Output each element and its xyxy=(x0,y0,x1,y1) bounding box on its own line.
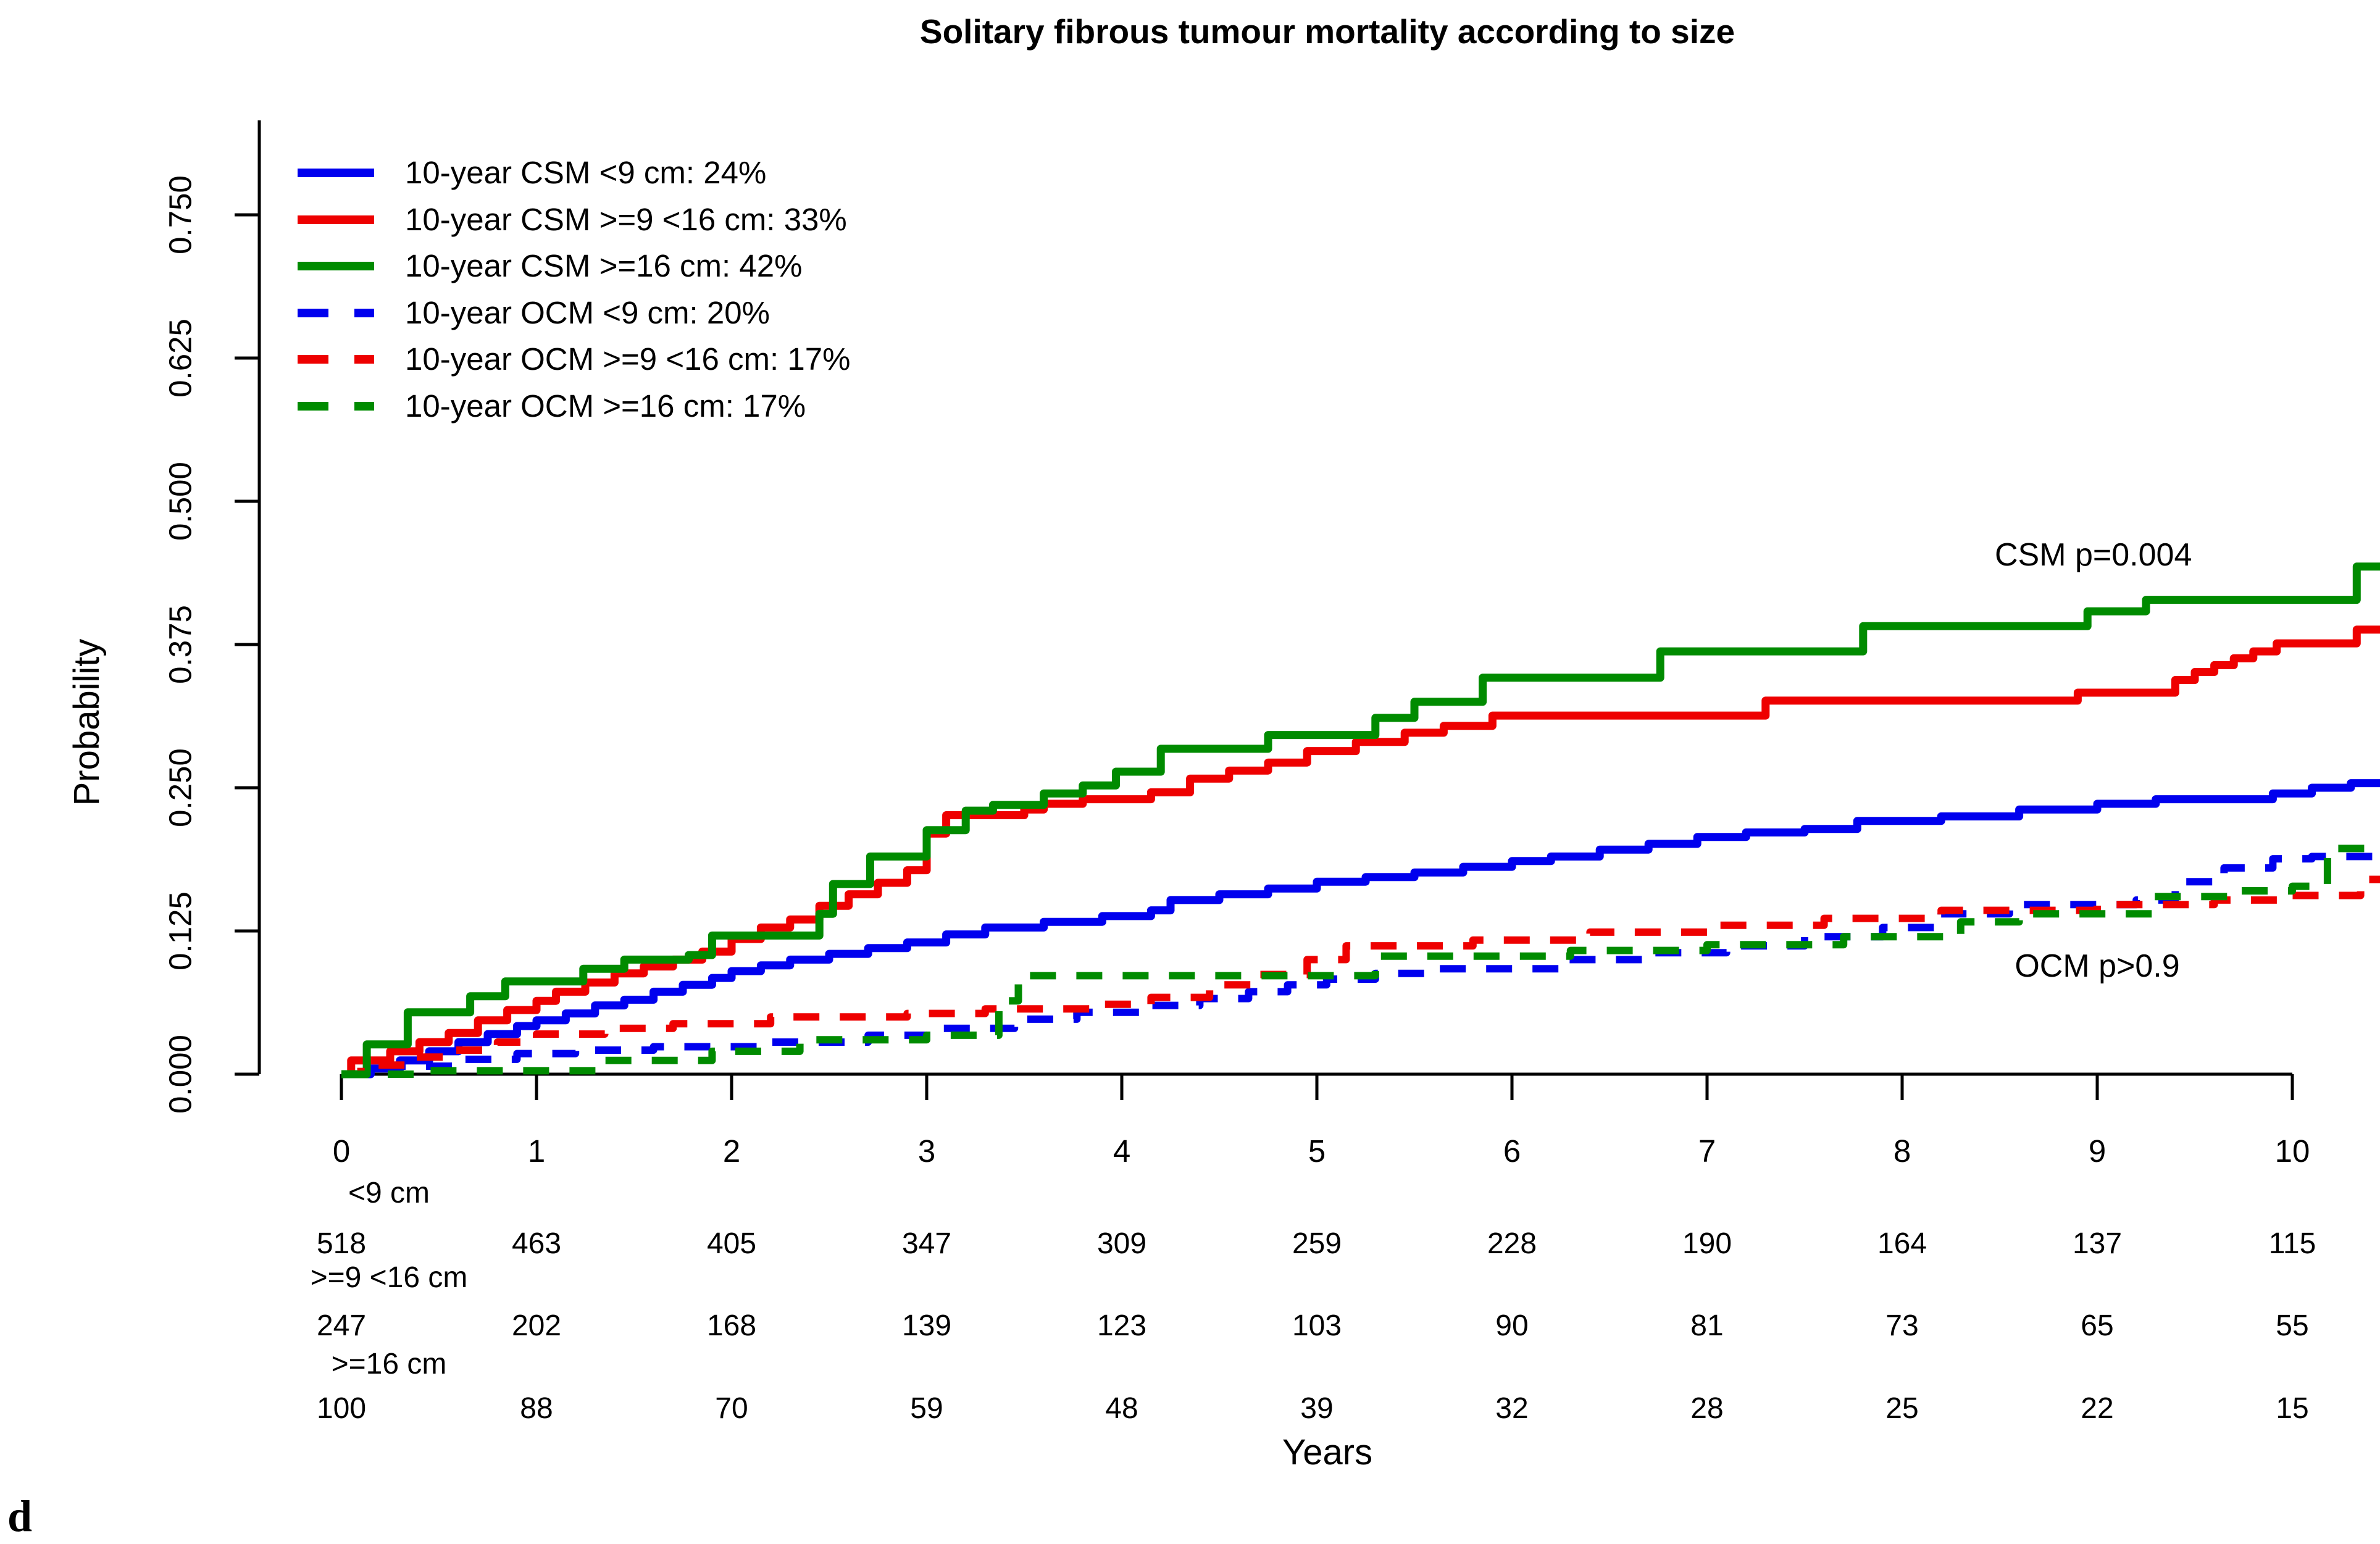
risk-group-label: >=9 <16 cm xyxy=(311,1261,468,1294)
curve-ocm-4 xyxy=(341,875,2380,1078)
risk-count: 115 xyxy=(2269,1227,2316,1260)
risk-count: 168 xyxy=(707,1309,756,1342)
risk-count: 463 xyxy=(512,1227,561,1260)
risk-count: 123 xyxy=(1097,1309,1146,1342)
panel-letter: d xyxy=(7,1492,32,1541)
risk-count: 32 xyxy=(1495,1392,1528,1425)
p-value-annotation: CSM p=0.004 xyxy=(1995,537,2192,573)
x-tick-label: 7 xyxy=(1698,1133,1716,1169)
legend-label: 10-year OCM >=9 <16 cm: 17% xyxy=(405,341,850,377)
x-tick-label: 1 xyxy=(528,1133,545,1169)
x-tick-label: 6 xyxy=(1503,1133,1521,1169)
p-value-annotation: OCM p>0.9 xyxy=(2015,948,2179,984)
risk-count: 70 xyxy=(715,1392,748,1425)
risk-count: 81 xyxy=(1690,1309,1723,1342)
risk-group-label: >=16 cm xyxy=(332,1348,447,1380)
legend-label: 10-year OCM >=16 cm: 17% xyxy=(405,388,806,424)
curve-csm-1 xyxy=(341,625,2380,1079)
risk-count: 48 xyxy=(1105,1392,1138,1425)
legend-label: 10-year CSM <9 cm: 24% xyxy=(405,155,766,190)
legend-label: 10-year CSM >=9 <16 cm: 33% xyxy=(405,202,847,237)
risk-count: 347 xyxy=(902,1227,951,1260)
risk-count: 247 xyxy=(317,1309,366,1342)
risk-count: 59 xyxy=(910,1392,943,1425)
risk-count: 22 xyxy=(2081,1392,2113,1425)
risk-count: 25 xyxy=(1885,1392,1918,1425)
risk-count: 164 xyxy=(1877,1227,1927,1260)
risk-count: 139 xyxy=(902,1309,951,1342)
risk-count: 190 xyxy=(1682,1227,1732,1260)
x-tick-label: 5 xyxy=(1308,1133,1326,1169)
chart-title: Solitary fibrous tumour mortality accord… xyxy=(920,12,1735,51)
risk-count: 228 xyxy=(1487,1227,1537,1260)
risk-count: 90 xyxy=(1495,1309,1528,1342)
x-tick-label: 4 xyxy=(1113,1133,1130,1169)
y-tick-label: 0.375 xyxy=(163,605,198,684)
risk-count: 65 xyxy=(2081,1309,2113,1342)
risk-count: 137 xyxy=(2073,1227,2122,1260)
risk-count: 73 xyxy=(1885,1309,1918,1342)
risk-count: 405 xyxy=(707,1227,756,1260)
y-tick-label: 0.750 xyxy=(163,175,198,254)
y-tick-label: 0.500 xyxy=(163,462,198,541)
y-tick-label: 0.625 xyxy=(163,319,198,398)
y-axis-title: Probability xyxy=(67,639,107,806)
x-tick-label: 2 xyxy=(723,1133,740,1169)
x-tick-label: 10 xyxy=(2275,1133,2310,1169)
y-tick-label: 0.250 xyxy=(163,748,198,827)
risk-group-label: <9 cm xyxy=(348,1177,430,1209)
risk-count: 39 xyxy=(1300,1392,1333,1425)
risk-count: 88 xyxy=(520,1392,553,1425)
legend-label: 10-year OCM <9 cm: 20% xyxy=(405,295,770,330)
curve-ocm-5 xyxy=(341,845,2380,1078)
risk-count: 28 xyxy=(1690,1392,1723,1425)
risk-count: 259 xyxy=(1292,1227,1342,1260)
risk-count: 202 xyxy=(512,1309,561,1342)
risk-count: 309 xyxy=(1097,1227,1146,1260)
y-tick-label: 0.000 xyxy=(163,1035,198,1114)
legend-label: 10-year CSM >=16 cm: 42% xyxy=(405,248,802,283)
x-axis-title: Years xyxy=(1282,1432,1372,1472)
x-tick-label: 3 xyxy=(918,1133,935,1169)
x-tick-label: 9 xyxy=(2089,1133,2106,1169)
risk-count: 15 xyxy=(2276,1392,2308,1425)
risk-count: 55 xyxy=(2276,1309,2308,1342)
curve-csm-0 xyxy=(341,779,2380,1079)
risk-count: 100 xyxy=(317,1392,366,1425)
risk-count: 518 xyxy=(317,1227,366,1260)
curve-csm-2 xyxy=(341,562,2380,1079)
y-tick-label: 0.125 xyxy=(163,891,198,970)
risk-count: 103 xyxy=(1292,1309,1342,1342)
x-tick-label: 0 xyxy=(333,1133,350,1169)
x-tick-label: 8 xyxy=(1894,1133,1911,1169)
